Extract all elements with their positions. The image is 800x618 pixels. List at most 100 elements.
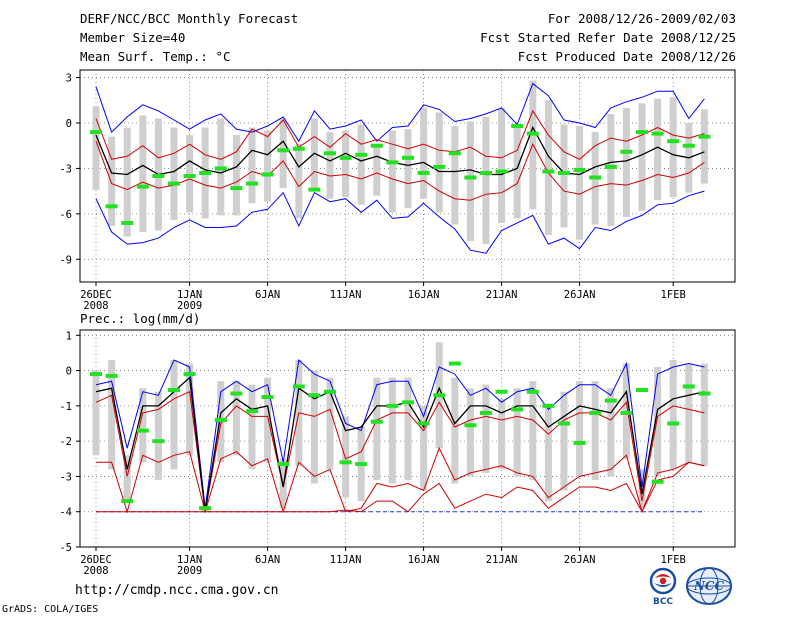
observation-mark xyxy=(589,410,602,415)
forecast-started-date: Fcst Started Refer Date 2008/12/25 xyxy=(480,30,736,45)
ensemble-spread-bar xyxy=(420,107,428,199)
ensemble-spread-bar xyxy=(498,107,506,223)
ensemble-spread-bar xyxy=(560,124,568,228)
x-tick-label: 11JAN xyxy=(330,554,362,566)
x-tick-label: 26DEC xyxy=(80,554,112,566)
ensemble-spread-bar xyxy=(529,381,537,480)
observation-mark xyxy=(308,187,321,192)
ensemble-spread-bar xyxy=(482,384,490,473)
ensemble-spread-bar xyxy=(232,135,240,216)
observation-mark xyxy=(292,146,305,151)
observation-mark xyxy=(698,134,711,139)
x-tick-label: 16JAN xyxy=(408,554,440,566)
x-tick-label: 11JAN xyxy=(330,289,362,301)
ensemble-spread-bar xyxy=(139,388,147,463)
observation-mark xyxy=(511,407,524,412)
ensemble-spread-bar xyxy=(560,391,568,491)
ensemble-spread-bar xyxy=(310,370,318,484)
ensemble-spread-bar xyxy=(451,377,459,484)
bcc-logo-text: BCC xyxy=(653,597,673,606)
source-url[interactable]: http://cmdp.ncc.cma.gov.cn xyxy=(75,583,279,598)
ensemble-spread-bar xyxy=(638,103,646,211)
observation-mark xyxy=(651,479,664,484)
ensemble-spread-bar xyxy=(654,98,662,201)
ensemble-spread-bar xyxy=(92,370,100,456)
observation-mark xyxy=(152,439,165,444)
observation-mark xyxy=(386,160,399,165)
observation-mark xyxy=(183,174,196,178)
ensemble-spread-bar xyxy=(622,107,630,217)
ensemble-spread-bar xyxy=(466,121,474,242)
observation-mark xyxy=(558,421,570,426)
member-size: Member Size=40 xyxy=(80,30,186,45)
ensemble-spread-bar xyxy=(154,391,162,480)
observation-mark xyxy=(667,421,680,426)
observation-mark xyxy=(199,506,212,511)
observation-mark xyxy=(105,204,118,209)
ensemble-spread-bar xyxy=(700,363,708,466)
y-tick-label: 3 xyxy=(66,73,72,85)
ensemble-spread-bar xyxy=(388,130,396,213)
x-tick-year-label: 2008 xyxy=(83,300,108,312)
ensemble-spread-bar xyxy=(435,112,443,213)
ncc-logo: NCC xyxy=(685,566,733,606)
observation-mark xyxy=(121,499,134,504)
series-line-mean xyxy=(95,376,705,512)
observation-mark xyxy=(152,174,165,178)
series-line-min xyxy=(96,461,705,513)
observation-mark xyxy=(277,462,290,467)
series-line-p90 xyxy=(95,390,705,512)
ensemble-spread-bar xyxy=(279,118,287,189)
ensemble-spread-bar xyxy=(342,130,350,198)
ensemble-spread-bar xyxy=(108,136,116,226)
observation-mark xyxy=(402,155,414,160)
observation-mark xyxy=(246,181,258,186)
observation-mark xyxy=(214,417,227,422)
variable-label: Mean Surf. Temp.: °C xyxy=(80,49,231,64)
ensemble-spread-bar xyxy=(123,127,131,237)
ensemble-spread-bar xyxy=(139,115,147,233)
ensemble-spread-bar xyxy=(482,116,490,245)
observation-mark xyxy=(136,184,149,189)
observation-mark xyxy=(464,175,477,180)
ensemble-spread-bar xyxy=(420,405,428,491)
observation-mark xyxy=(636,130,648,135)
observation-mark xyxy=(183,372,196,377)
y-tick-label: -4 xyxy=(59,507,72,519)
observation-mark xyxy=(121,220,134,225)
observation-mark xyxy=(261,395,274,400)
observation-mark xyxy=(636,387,648,392)
y-tick-label: -5 xyxy=(59,542,72,554)
x-tick-label: 1JAN xyxy=(177,289,202,301)
ensemble-spread-bar xyxy=(248,127,256,204)
plot-frame xyxy=(79,69,736,283)
ensemble-spread-bar xyxy=(576,381,584,477)
y-tick-label: -3 xyxy=(59,471,72,483)
observation-mark xyxy=(417,170,430,175)
series-line-max xyxy=(95,359,705,509)
ncc-logo-text: NCC xyxy=(693,579,725,593)
observation-mark xyxy=(682,384,695,389)
ensemble-spread-bar xyxy=(498,398,506,470)
ensemble-spread-bar xyxy=(295,144,303,219)
observation-mark xyxy=(573,440,586,445)
x-tick-year-label: 2008 xyxy=(83,565,108,577)
ensemble-spread-bar xyxy=(544,100,552,236)
ensemble-spread-bar xyxy=(170,359,178,470)
observation-mark xyxy=(90,372,102,377)
y-tick-label: -3 xyxy=(59,163,72,175)
observation-mark xyxy=(339,460,352,465)
forecast-produced-date: Fcst Produced Date 2008/12/26 xyxy=(517,49,736,64)
ensemble-spread-bar xyxy=(607,388,615,477)
observation-mark xyxy=(339,155,352,160)
ensemble-spread-bar xyxy=(654,367,662,477)
observation-mark xyxy=(511,124,524,129)
observation-mark xyxy=(417,421,430,426)
observation-mark xyxy=(682,143,695,148)
ensemble-spread-bar xyxy=(373,377,381,480)
observation-mark xyxy=(277,148,290,153)
observation-mark xyxy=(168,387,180,392)
